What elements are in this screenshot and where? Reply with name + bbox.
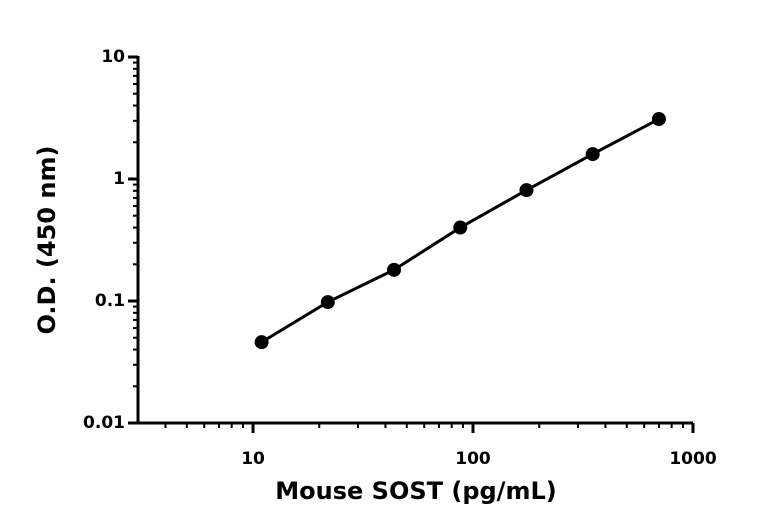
data-point [453, 220, 468, 235]
data-point [585, 147, 600, 162]
y-tick-label: 1 [113, 169, 125, 189]
y-tick-label: 10 [101, 47, 125, 67]
data-point [254, 335, 269, 350]
y-tick-label: 0.01 [83, 413, 125, 433]
data-point [320, 295, 335, 310]
x-tick-label: 100 [455, 449, 491, 469]
x-tick-label: 10 [241, 449, 265, 469]
data-point [387, 262, 402, 277]
data-point [519, 183, 534, 198]
y-axis-title: O.D. (450 nm) [33, 146, 61, 335]
y-tick-label: 0.1 [95, 291, 125, 311]
data-point [651, 112, 666, 127]
x-axis-title: Mouse SOST (pg/mL) [275, 477, 556, 505]
x-tick-label: 1000 [669, 449, 716, 469]
